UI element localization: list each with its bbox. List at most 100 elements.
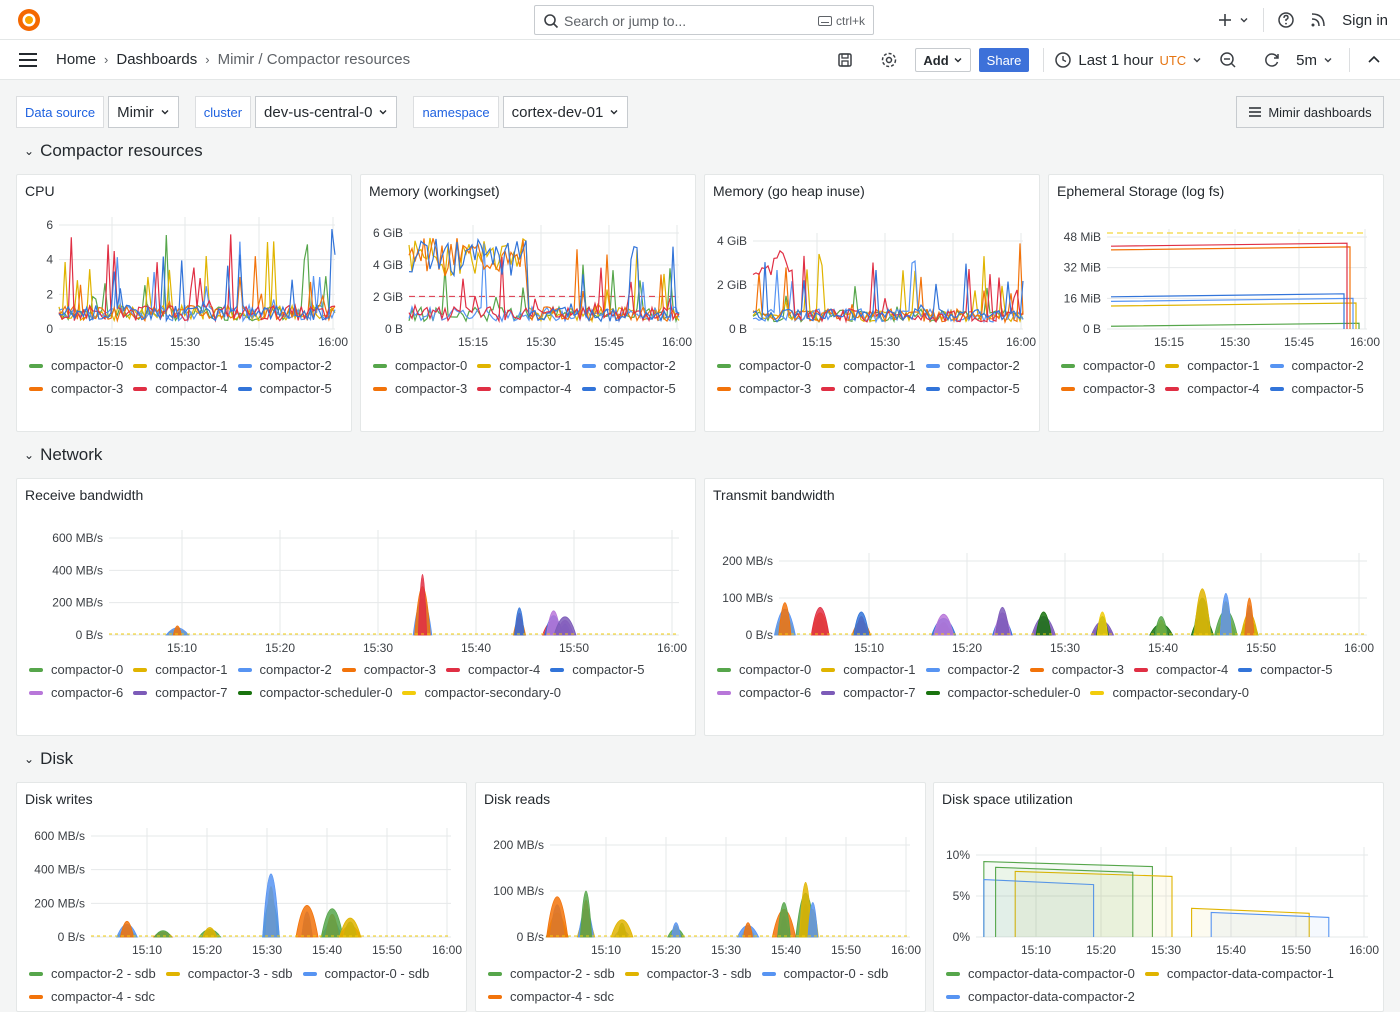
row-disk[interactable]: ⌄ Disk: [24, 749, 73, 769]
row-compactor-resources[interactable]: ⌄ Compactor resources: [24, 141, 203, 161]
time-picker[interactable]: Last 1 hour UTC: [1054, 51, 1202, 69]
help-icon[interactable]: [1276, 10, 1296, 30]
legend-item[interactable]: compactor-3: [373, 380, 467, 397]
legend-swatch: [1144, 971, 1159, 976]
panel-cpu[interactable]: CPU 6 4 2 0 15:15 15:30 15:45 16:00 compactor-0 c…: [16, 174, 352, 432]
panel-transmit-bandwidth[interactable]: Transmit bandwidth 200 MB/s 100 MB/s 0 B/s…: [704, 478, 1384, 736]
search-input[interactable]: Search or jump to... ctrl+k: [534, 5, 874, 35]
row-network[interactable]: ⌄ Network: [24, 445, 102, 465]
legend-label: compactor-1: [843, 662, 916, 677]
legend-item[interactable]: compactor-4: [133, 380, 228, 397]
legend-item[interactable]: compactor-7: [821, 684, 916, 701]
panel-memory-go-heap[interactable]: Memory (go heap inuse) 4 GiB 2 GiB 0 B 15:1…: [704, 174, 1040, 432]
legend-item[interactable]: compactor-4: [477, 380, 572, 397]
legend-item[interactable]: compactor-secondary-0: [1090, 684, 1249, 701]
legend-item[interactable]: compactor-6: [29, 684, 123, 701]
mimir-dashboards-link[interactable]: Mimir dashboards: [1236, 96, 1384, 128]
variable-label-cluster: cluster: [194, 96, 252, 128]
legend-item[interactable]: compactor-1: [133, 661, 228, 678]
namespace-select[interactable]: cortex-dev-01: [502, 96, 629, 128]
legend-item[interactable]: compactor-0: [29, 357, 123, 374]
legend-item[interactable]: compactor-0 - sdb: [761, 965, 888, 982]
legend-item[interactable]: compactor-2: [237, 357, 332, 374]
legend-item[interactable]: compactor-4: [821, 380, 916, 397]
share-button[interactable]: Share: [978, 48, 1030, 72]
legend-item[interactable]: compactor-data-compactor-1: [1144, 965, 1334, 982]
gear-icon[interactable]: [879, 50, 899, 70]
legend-item[interactable]: compactor-3 - sdb: [165, 965, 293, 982]
breadcrumb-dashboards[interactable]: Dashboards: [116, 51, 198, 68]
x-tick-label: 15:45: [594, 335, 624, 349]
chevron-up-icon[interactable]: [1366, 52, 1382, 68]
legend-item[interactable]: compactor-secondary-0: [402, 684, 561, 701]
legend-item[interactable]: compactor-3 - sdb: [624, 965, 752, 982]
panel-receive-bandwidth[interactable]: Receive bandwidth 600 MB/s 400 MB/s 200 MB…: [16, 478, 696, 736]
legend-item[interactable]: compactor-0: [717, 357, 811, 374]
menu-icon[interactable]: [18, 52, 38, 68]
legend-item[interactable]: compactor-1: [821, 357, 916, 374]
breadcrumb-home[interactable]: Home: [56, 51, 97, 68]
stacked-area: [320, 908, 344, 938]
cluster-select[interactable]: dev-us-central-0: [255, 96, 398, 128]
datasource-select[interactable]: Mimir: [108, 96, 179, 128]
legend-item[interactable]: compactor-3: [717, 380, 811, 397]
refresh-interval-picker[interactable]: 5m: [1296, 52, 1333, 69]
legend-item[interactable]: compactor-scheduler-0: [925, 684, 1080, 701]
legend-item[interactable]: compactor-7: [133, 684, 228, 701]
sign-in-link[interactable]: Sign in: [1342, 11, 1388, 29]
legend-item[interactable]: compactor-4 - sdc: [488, 988, 614, 1005]
legend-item[interactable]: compactor-1: [477, 357, 572, 374]
panel-disk-space-utilization[interactable]: Disk space utilization 10% 5% 0% 15:10 15:20…: [933, 782, 1384, 1012]
legend-item[interactable]: compactor-3: [1029, 661, 1124, 678]
legend-item[interactable]: compactor-5: [581, 380, 676, 397]
legend-item[interactable]: compactor-0: [29, 661, 123, 678]
mimir-dashboards-label: Mimir dashboards: [1268, 104, 1372, 120]
legend-item[interactable]: compactor-0: [1061, 357, 1155, 374]
legend-item[interactable]: compactor-2: [925, 661, 1020, 678]
legend-item[interactable]: compactor-1: [133, 357, 228, 374]
legend-item[interactable]: compactor-2: [925, 357, 1020, 374]
panel-memory-workingset[interactable]: Memory (workingset) 6 GiB 4 GiB 2 GiB 0 B 15…: [360, 174, 696, 432]
new-menu-button[interactable]: [1215, 10, 1249, 30]
grafana-logo-icon[interactable]: [16, 7, 42, 33]
legend-item[interactable]: compactor-1: [821, 661, 916, 678]
panel-ephemeral-storage[interactable]: Ephemeral Storage (log fs) 48 MiB 32 MiB 1…: [1048, 174, 1384, 432]
legend-item[interactable]: compactor-scheduler-0: [237, 684, 392, 701]
legend-item[interactable]: compactor-0 - sdb: [302, 965, 429, 982]
legend-item[interactable]: compactor-4: [1165, 380, 1260, 397]
legend-item[interactable]: compactor-4: [1134, 661, 1228, 678]
legend-item[interactable]: compactor-4 - sdc: [29, 988, 155, 1005]
y-tick-label: 200 MB/s: [722, 554, 773, 568]
legend-item[interactable]: compactor-2: [1269, 357, 1364, 374]
legend-item[interactable]: compactor-data-compactor-2: [946, 988, 1135, 1005]
legend-item[interactable]: compactor-6: [717, 684, 811, 701]
legend-item[interactable]: compactor-2: [237, 661, 332, 678]
search-shortcut: ctrl+k: [817, 14, 865, 28]
panel-disk-writes[interactable]: Disk writes 600 MB/s 400 MB/s 200 MB/s 0 B/…: [16, 782, 467, 1012]
save-icon[interactable]: [835, 50, 855, 70]
legend-item[interactable]: compactor-2 - sdb: [488, 965, 615, 982]
legend-item[interactable]: compactor-2: [581, 357, 676, 374]
legend-item[interactable]: compactor-data-compactor-0: [946, 965, 1135, 982]
add-button[interactable]: Add: [915, 48, 971, 72]
legend-swatch: [1134, 667, 1148, 672]
panel-disk-reads[interactable]: Disk reads 200 MB/s 100 MB/s 0 B/s 15:10 15:…: [475, 782, 926, 1012]
rss-icon[interactable]: [1308, 10, 1328, 30]
legend-item[interactable]: compactor-3: [341, 661, 436, 678]
legend-item[interactable]: compactor-5: [925, 380, 1020, 397]
legend-item[interactable]: compactor-2 - sdb: [29, 965, 156, 982]
x-tick-label: 15:40: [1148, 641, 1178, 655]
refresh-icon[interactable]: [1262, 50, 1282, 70]
legend-item[interactable]: compactor-3: [1061, 380, 1155, 397]
legend-item[interactable]: compactor-0: [373, 357, 467, 374]
legend-item[interactable]: compactor-5: [1269, 380, 1364, 397]
zoom-out-icon[interactable]: [1218, 50, 1238, 70]
series-line: [1210, 911, 1330, 937]
legend-item[interactable]: compactor-0: [717, 661, 811, 678]
legend-item[interactable]: compactor-4: [446, 661, 540, 678]
legend-item[interactable]: compactor-1: [1165, 357, 1260, 374]
legend-item[interactable]: compactor-3: [29, 380, 123, 397]
legend-item[interactable]: compactor-5: [550, 661, 645, 678]
legend-item[interactable]: compactor-5: [1238, 661, 1333, 678]
legend-item[interactable]: compactor-5: [237, 380, 332, 397]
